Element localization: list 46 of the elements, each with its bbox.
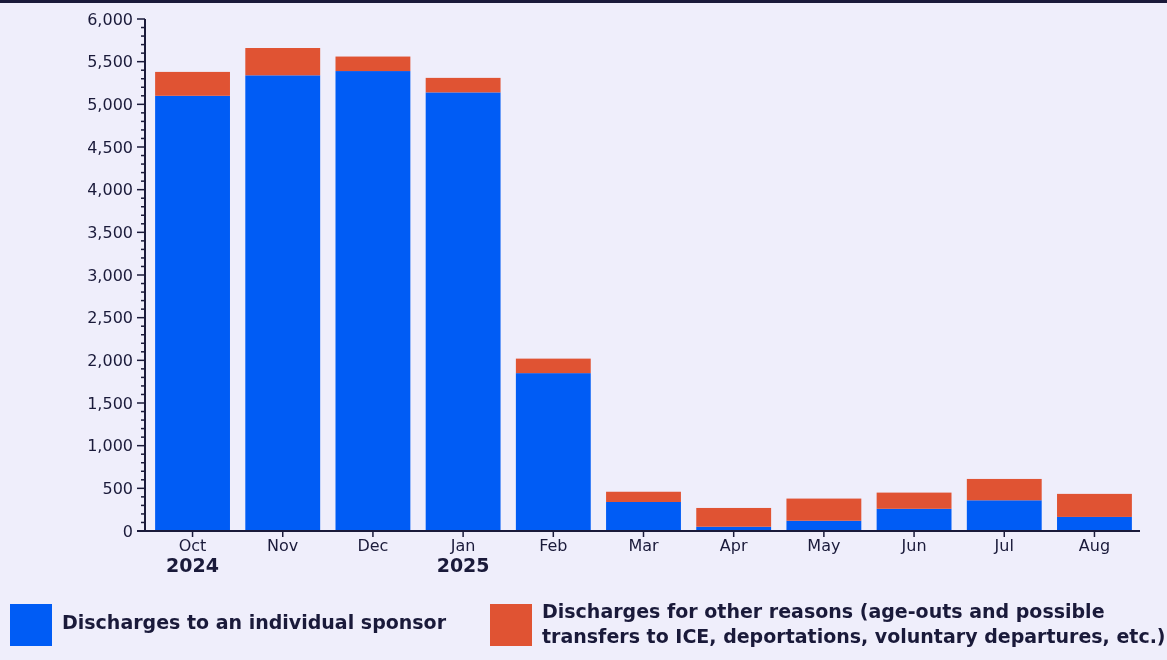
x-tick-label: Mar: [628, 536, 660, 555]
x-tick-label: Nov: [267, 536, 299, 555]
x-tick-label: Jul: [993, 536, 1014, 555]
y-tick-label: 5,000: [87, 94, 133, 114]
y-tick-label: 3,000: [87, 265, 133, 285]
x-tick-label: Oct 2024: [166, 536, 219, 576]
x-tick-label: Feb: [539, 536, 568, 555]
bar: [606, 501, 681, 531]
bar: [696, 507, 772, 527]
y-tick-label: 1,500: [87, 393, 133, 413]
bar: [966, 478, 1042, 501]
y-tick-label: 500: [102, 478, 133, 498]
y-tick-label: 4,000: [87, 180, 133, 200]
bar: [245, 48, 321, 76]
bar: [966, 500, 1042, 531]
x-tick-label: Aug: [1078, 536, 1111, 555]
bar: [335, 56, 411, 72]
x-tick-label: Dec: [357, 536, 389, 555]
bar: [425, 92, 501, 531]
y-tick-label: 2,500: [87, 308, 133, 328]
bar: [425, 77, 501, 93]
y-tick-label: 6,000: [87, 9, 133, 29]
y-tick-label: 2,000: [87, 350, 133, 370]
bar: [876, 508, 952, 531]
bar: [155, 71, 230, 96]
bar: [155, 95, 230, 531]
y-tick-label: 4,500: [87, 137, 133, 157]
y-tick-label: 0: [122, 521, 133, 541]
x-tick-label: Jan 2025: [436, 536, 490, 576]
y-tick-label: 1,000: [87, 436, 133, 456]
bar: [335, 71, 411, 531]
bar: [245, 75, 321, 531]
bar: [515, 358, 591, 374]
x-tick-label: Jun: [900, 536, 927, 555]
y-tick-label: 3,500: [87, 222, 133, 242]
bar: [1057, 493, 1132, 517]
x-tick-label: May: [807, 536, 841, 555]
bar: [515, 373, 591, 531]
bar: [1057, 516, 1132, 531]
y-tick-label: 5,500: [87, 52, 133, 72]
bar: [606, 491, 681, 502]
legend-label: Discharges to an individual sponsor: [62, 611, 447, 633]
x-tick-label: Apr: [719, 536, 748, 555]
legend-label: Discharges for other reasons (age-outs and possible transfers to ICE, deportations, voluntary departures, etc.): [542, 600, 1166, 647]
bar: [786, 498, 862, 521]
bar: [876, 492, 952, 509]
